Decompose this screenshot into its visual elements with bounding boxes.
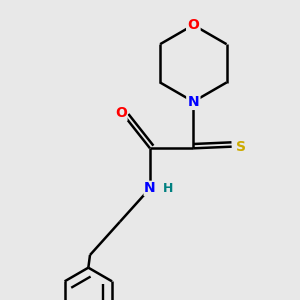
Text: O: O [115,106,127,120]
Text: N: N [188,95,199,109]
Text: H: H [163,182,173,195]
Text: O: O [188,18,199,32]
Text: N: N [144,181,156,195]
Text: S: S [236,140,246,154]
